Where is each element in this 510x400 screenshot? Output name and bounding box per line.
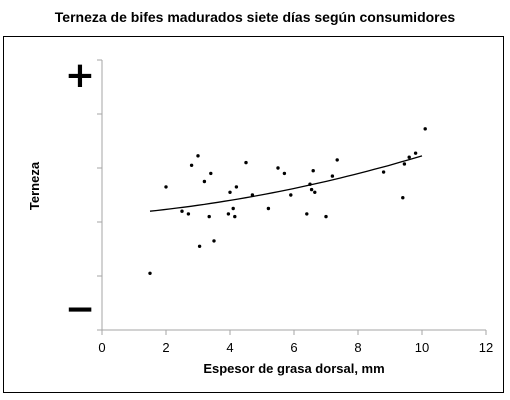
y-axis-bottom-symbol: − [65,289,95,330]
chart-title: Terneza de bifes madurados siete días se… [54,9,456,25]
data-point [423,127,427,131]
y-axis-top-symbol: + [65,55,95,96]
data-point [196,154,200,158]
data-point [407,155,411,159]
data-point [335,158,339,162]
chart-frame [3,36,504,393]
data-point [266,206,271,211]
data-point [311,169,315,173]
data-point [324,214,328,219]
x-tick-label: 6 [290,340,297,355]
data-point [250,193,255,197]
data-point [148,271,152,275]
data-point [231,206,235,211]
data-point [197,244,202,248]
data-point [234,185,239,189]
x-axis-label: Espesor de grasa dorsal, mm [203,361,384,376]
data-point [186,212,191,216]
data-point [413,151,418,155]
data-point [381,170,386,174]
x-tick-label: 4 [226,340,233,355]
data-point [228,190,232,194]
data-point [330,174,335,178]
data-point [207,214,211,219]
data-point [309,187,314,192]
x-tick-label: 8 [354,340,361,355]
data-point [289,193,293,197]
x-tick-label: 12 [479,340,493,355]
data-point [308,182,312,186]
data-point [313,190,317,194]
trendline [149,155,423,212]
data-point [276,166,280,170]
data-point [233,214,237,219]
x-tick-label: 10 [415,340,429,355]
data-point [402,162,407,166]
data-point [244,160,248,165]
x-tick-label: 0 [98,340,105,355]
y-axis-label: Terneza [27,161,42,210]
data-point [180,209,184,213]
data-point [212,239,216,243]
data-point [189,163,194,167]
data-point [209,171,213,176]
data-point [226,212,231,216]
data-point [401,196,405,200]
data-point [305,212,309,216]
data-point [202,179,207,184]
x-tick-label: 2 [162,340,169,355]
data-point [282,171,287,176]
data-point [164,185,168,189]
